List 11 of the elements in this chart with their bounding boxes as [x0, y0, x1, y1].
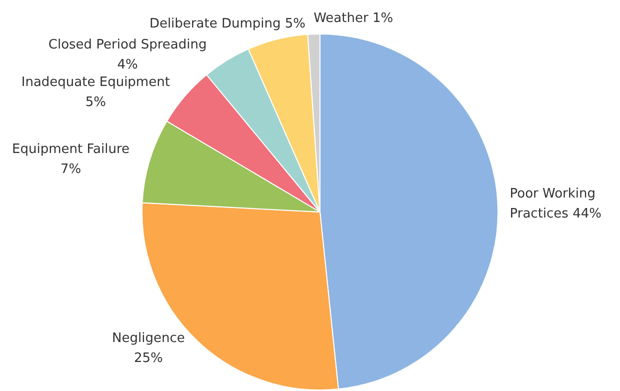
slice-label: Deliberate Dumping 5%	[149, 16, 306, 32]
data-label: 5%	[85, 95, 106, 110]
data-label: 4%	[117, 58, 138, 73]
slice-label: Weather 1%	[314, 11, 394, 26]
slice-label: Negligence	[112, 330, 185, 346]
data-label: 25%	[134, 350, 163, 366]
slice-label: Closed Period Spreading	[48, 38, 207, 53]
slice-label: Inadequate Equipment	[21, 75, 170, 90]
slice-label: Equipment Failure	[12, 142, 130, 158]
data-label: 7%	[60, 162, 82, 178]
slice-label: Poor Working Practices 44%	[510, 186, 602, 222]
